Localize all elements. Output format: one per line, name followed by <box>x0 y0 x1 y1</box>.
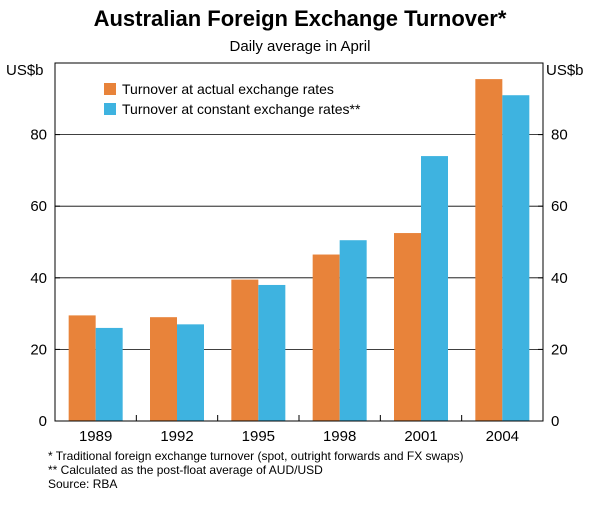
bar-constant-2001 <box>421 156 448 421</box>
bar-actual-2001 <box>394 233 421 421</box>
bar-constant-2004 <box>502 95 530 421</box>
x-tick-label: 1995 <box>242 428 275 445</box>
bar-actual-2004 <box>475 79 503 422</box>
footnote-2: ** Calculated as the post-float average … <box>48 463 323 477</box>
bar-actual-1998 <box>312 254 340 421</box>
legend: Turnover at actual exchange rates Turnove… <box>104 81 361 117</box>
bar-actual-1992 <box>150 317 177 421</box>
footnotes: * Traditional foreign exchange turnover … <box>48 449 588 491</box>
y-tick-label-left: 80 <box>30 127 47 144</box>
x-tick-label: 1998 <box>323 428 356 445</box>
bars <box>68 79 530 422</box>
bar-actual-1995 <box>231 279 259 421</box>
gridlines <box>55 134 543 350</box>
x-tick-label: 2001 <box>404 428 437 445</box>
legend-swatch-actual <box>104 83 116 95</box>
y-axis-unit-right: US$b <box>546 62 584 79</box>
legend-label-constant: Turnover at constant exchange rates** <box>122 101 361 117</box>
y-tick-label-left: 20 <box>30 341 47 358</box>
y-tick-label-right: 20 <box>551 341 568 358</box>
source-note: Source: RBA <box>48 477 118 491</box>
bar-constant-1998 <box>339 240 367 421</box>
bar-constant-1989 <box>95 327 123 421</box>
footnote-1: * Traditional foreign exchange turnover … <box>48 449 464 463</box>
chart-title: Australian Foreign Exchange Turnover* <box>93 6 507 31</box>
y-tick-label-right: 60 <box>551 198 568 215</box>
chart-subtitle: Daily average in April <box>229 38 371 55</box>
x-tick-label: 2004 <box>486 428 519 445</box>
y-axis-unit-left: US$b <box>6 62 44 79</box>
axis-ticks <box>55 134 543 422</box>
y-tick-label-left: 40 <box>30 270 47 287</box>
bar-constant-1995 <box>258 284 286 421</box>
legend-swatch-constant <box>104 103 116 115</box>
y-tick-label-left: 0 <box>39 413 47 430</box>
bar-constant-1992 <box>177 324 204 421</box>
y-tick-label-right: 0 <box>551 413 559 430</box>
x-tick-label: 1992 <box>160 428 193 445</box>
y-tick-label-left: 60 <box>30 198 47 215</box>
bar-actual-1989 <box>68 315 96 421</box>
legend-label-actual: Turnover at actual exchange rates <box>122 81 334 97</box>
y-tick-label-right: 40 <box>551 270 568 287</box>
axis-labels: 0 0 20 20 40 40 60 60 80 80 1989 1992 1995 1998 2001 20… <box>30 127 567 445</box>
y-tick-label-right: 80 <box>551 127 568 144</box>
x-tick-label: 1989 <box>79 428 112 445</box>
